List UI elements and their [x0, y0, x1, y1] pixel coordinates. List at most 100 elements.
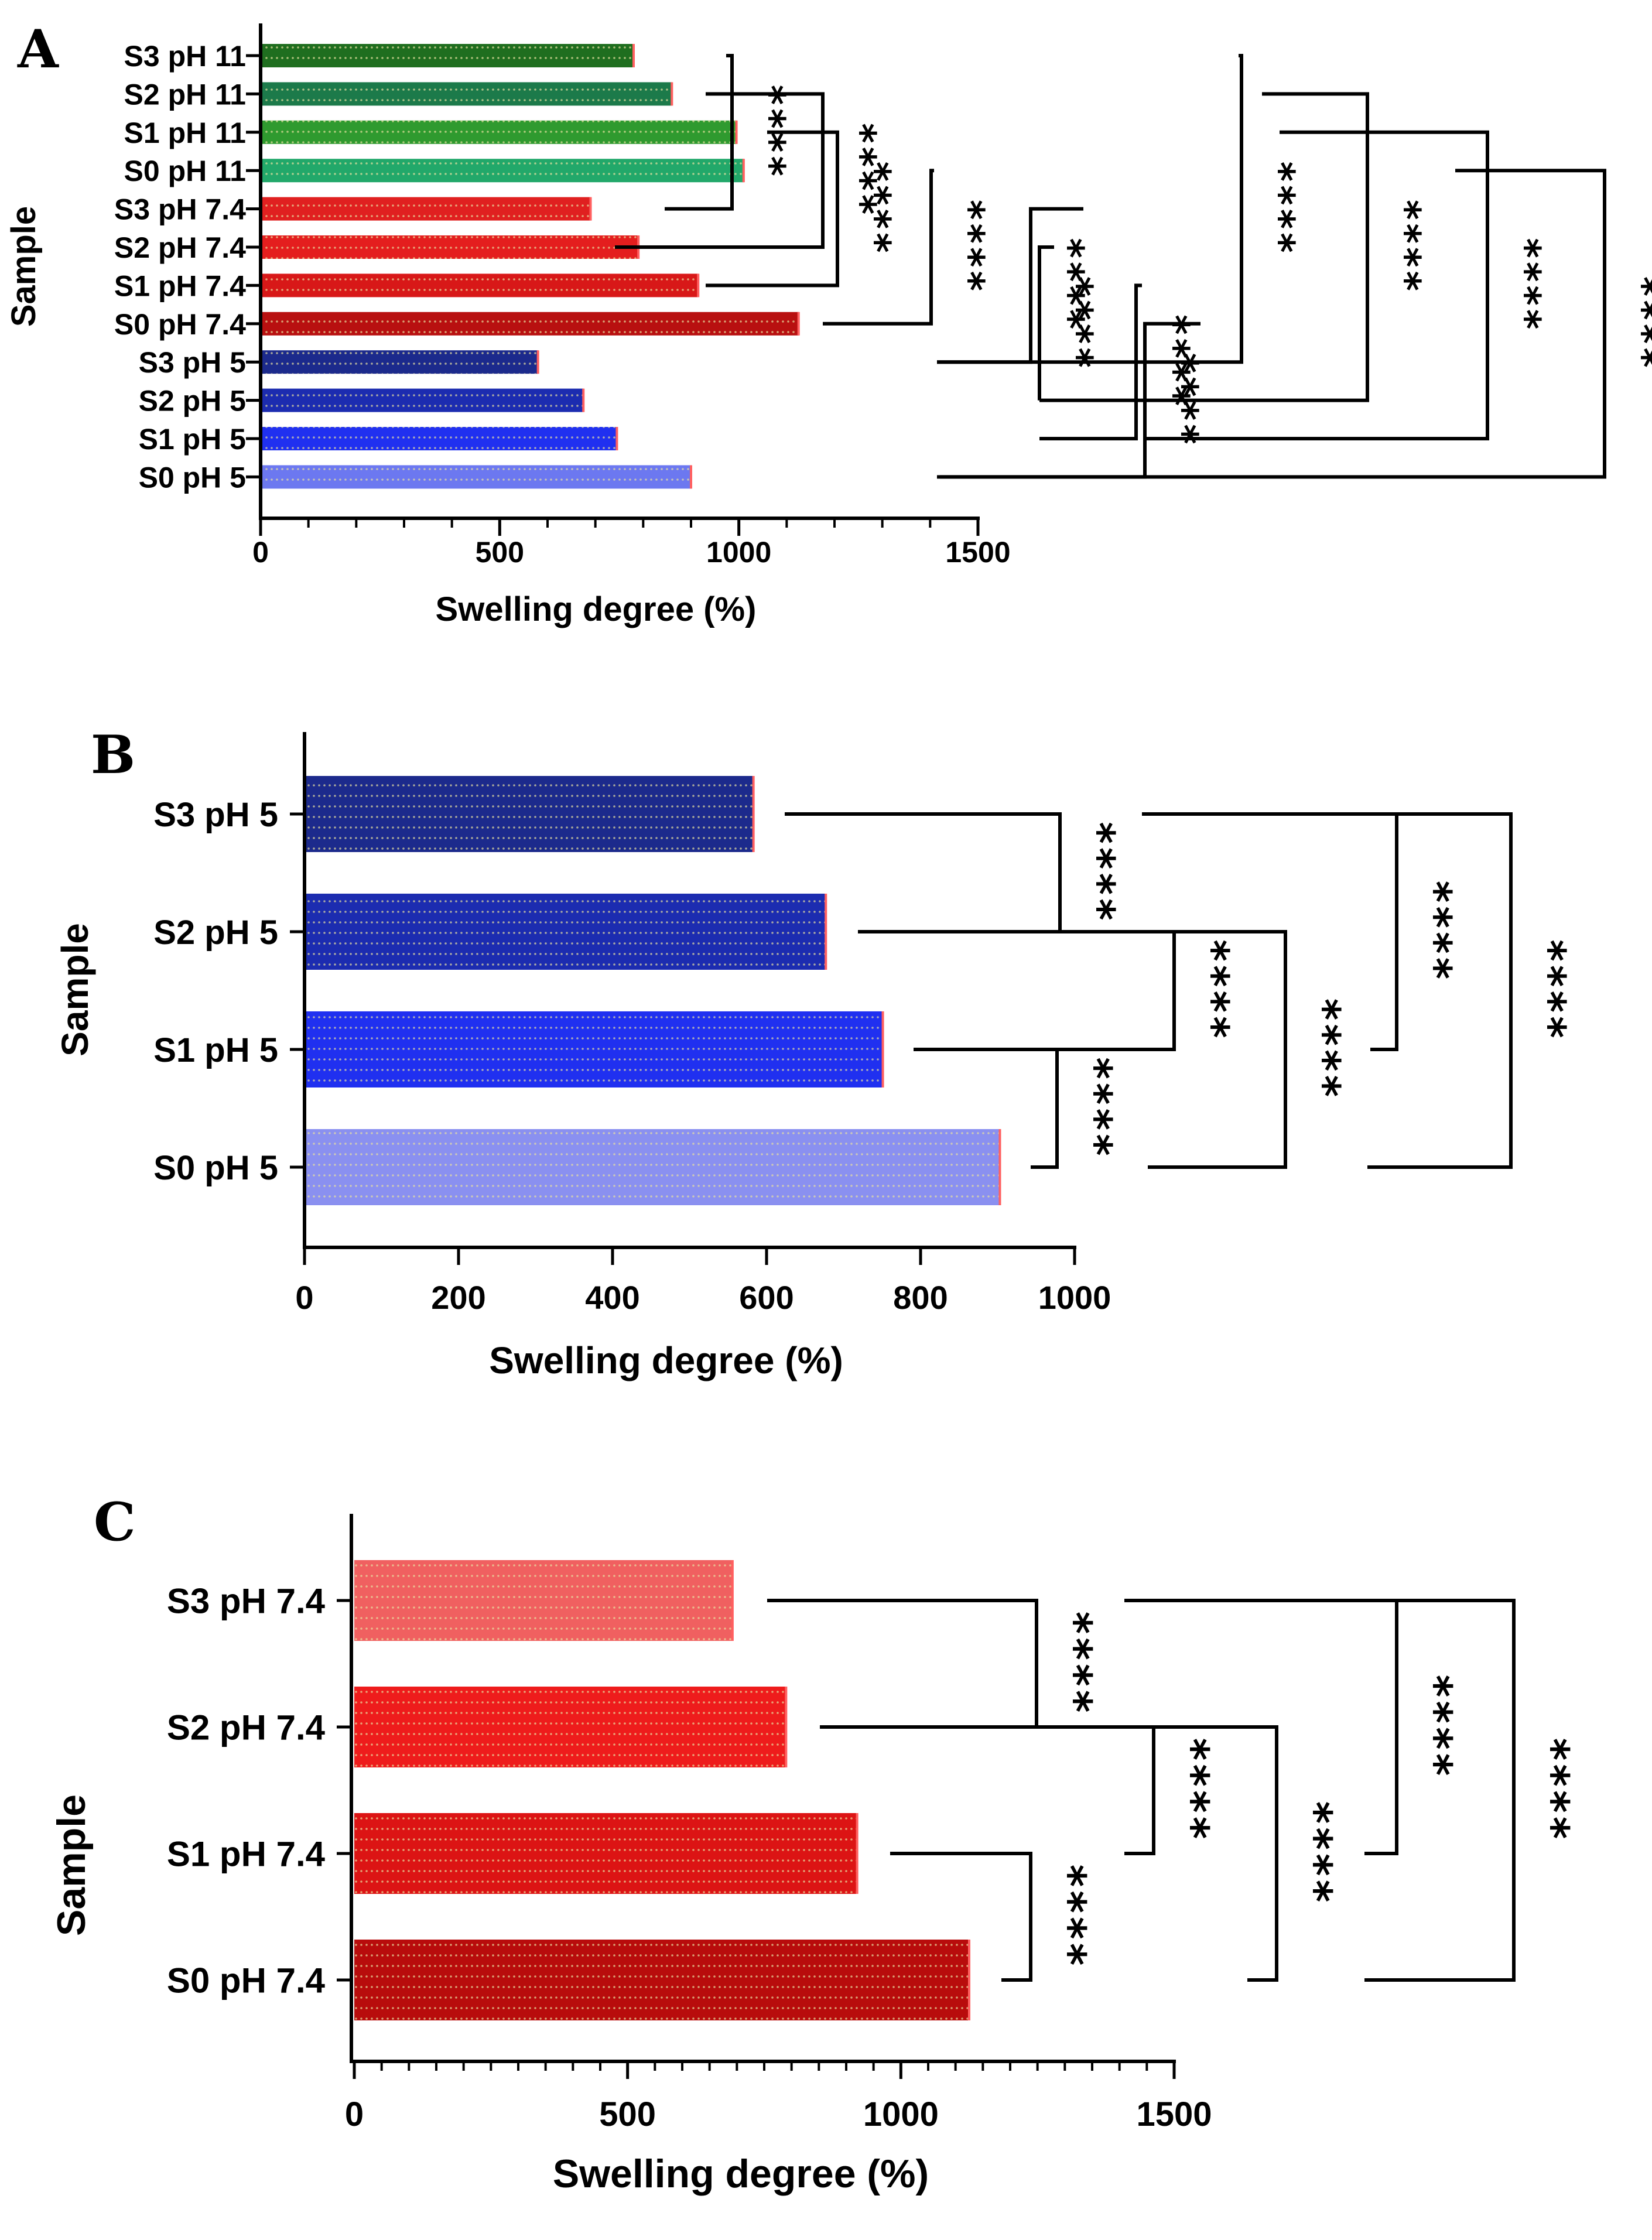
significance-bracket [1031, 930, 1287, 1169]
bar-texture [261, 197, 591, 221]
y-tick-label: S0 pH 7.4 [167, 1961, 326, 2000]
y-tick-label: S1 pH 11 [124, 117, 246, 149]
x-tick-label: 1000 [1038, 1279, 1111, 1316]
bar-texture [261, 312, 799, 336]
significance-bracket [1039, 92, 1369, 402]
significance-bracket [890, 1852, 1032, 1982]
bar-texture [305, 1011, 883, 1087]
significance-stars: **** [1300, 998, 1349, 1101]
bar-texture [305, 1129, 1000, 1205]
significance-stars: **** [1504, 238, 1549, 333]
y-tick-label: S3 pH 5 [139, 346, 246, 379]
y-tick-label: S3 pH 7.4 [167, 1582, 326, 1621]
y-tick-label: S2 pH 11 [124, 78, 246, 111]
x-tick-label: 200 [431, 1279, 485, 1316]
y-tick-label: S3 pH 7.4 [114, 193, 246, 226]
significance-bracket [1124, 1599, 1516, 1982]
bar-texture [261, 388, 584, 412]
significance-bracket [1142, 812, 1513, 1169]
x-tick-label: 1000 [706, 536, 771, 569]
panel-letter: B [91, 724, 135, 786]
x-tick-label: 800 [893, 1279, 948, 1316]
x-tick-label: 500 [599, 2095, 656, 2133]
significance-stars: **** [1189, 939, 1238, 1042]
x-tick-label: 500 [476, 536, 524, 569]
y-axis-title: Sample [54, 923, 96, 1056]
y-tick-label: S1 pH 5 [153, 1031, 278, 1069]
panel-c: C S3 pH 7.4 S2 pH 7.4 S1 pH 7.4 S0 pH 7.4 0 50… [49, 1491, 1578, 2196]
panel-b: B S3 pH 5 S2 pH 5 S1 pH 5 S0 pH 5 0 200 400 600 8… [54, 724, 1575, 1381]
bar-texture [261, 82, 672, 106]
significance-stars: **** [948, 200, 993, 295]
y-tick-label: S1 pH 7.4 [167, 1835, 326, 1874]
significance-stars: **** [1527, 1738, 1578, 1843]
bar-texture [261, 159, 744, 183]
significance-bracket [615, 92, 825, 249]
y-tick-label: S2 pH 7.4 [114, 231, 246, 264]
significance-stars: **** [1526, 939, 1575, 1042]
significance-stars: **** [854, 162, 899, 257]
y-tick-label: S2 pH 7.4 [167, 1708, 326, 1747]
significance-stars: **** [1072, 1057, 1121, 1160]
panel-a: A S3 pH 11 S2 pH 11 S1 pH 11 S0 pH 11 S3 pH 7… [5, 18, 1652, 628]
x-tick-label: 1000 [863, 2095, 939, 2133]
x-tick-label: 1500 [945, 536, 1010, 569]
significance-stars: **** [1050, 1612, 1100, 1716]
panel-letter: A [17, 18, 59, 80]
panel-letter: C [94, 1491, 136, 1553]
bar-texture [261, 235, 639, 259]
y-tick-label: S0 pH 11 [124, 155, 246, 187]
significance-stars: **** [1410, 1675, 1461, 1780]
significance-stars: **** [839, 123, 884, 218]
y-tick-label: S3 pH 11 [124, 40, 246, 73]
y-tick-label: S2 pH 5 [153, 914, 278, 952]
bar-texture [261, 120, 737, 144]
significance-stars: **** [1290, 1801, 1340, 1906]
significance-bracket [706, 130, 839, 288]
y-axis-title: Sample [5, 206, 43, 327]
significance-stars: **** [1044, 1865, 1095, 1969]
significance-bracket [1028, 930, 1176, 1051]
y-tick-label: S3 pH 5 [153, 796, 278, 834]
bar-texture [261, 273, 699, 297]
bar-texture [305, 894, 826, 970]
x-axis-title: Swelling degree (%) [553, 2152, 929, 2196]
x-tick-label: 0 [345, 2095, 364, 2133]
significance-stars: **** [1056, 276, 1101, 371]
significance-stars: **** [1411, 881, 1461, 983]
significance-bracket [767, 1599, 1038, 1729]
bar-texture [354, 1687, 786, 1767]
significance-stars: **** [1621, 276, 1652, 371]
bar-texture [261, 427, 617, 450]
x-tick-label: 600 [739, 1279, 793, 1316]
y-axis-title: Sample [49, 1794, 94, 1936]
significance-stars: **** [1047, 238, 1092, 333]
significance-stars: **** [1384, 200, 1429, 295]
bar-texture [261, 350, 538, 374]
bar-texture [261, 465, 691, 489]
significance-bracket [914, 1048, 1059, 1169]
significance-bracket [1038, 245, 1054, 401]
bar-texture [305, 776, 754, 852]
x-axis-title: Swelling degree (%) [489, 1339, 843, 1381]
significance-bracket [823, 169, 934, 326]
y-tick-label: S0 pH 7.4 [114, 308, 246, 341]
significance-bracket [937, 54, 1243, 364]
significance-stars: **** [1167, 1738, 1217, 1843]
x-tick-label: 0 [295, 1279, 313, 1316]
significance-bracket [785, 812, 1062, 933]
y-tick-label: S1 pH 5 [139, 423, 246, 456]
bar-texture [261, 44, 634, 67]
significance-bracket [1145, 130, 1489, 440]
y-tick-label: S0 pH 5 [139, 461, 246, 494]
significance-stars: **** [1258, 162, 1303, 257]
significance-bracket [1098, 1725, 1278, 1982]
bar-texture [354, 1813, 857, 1894]
significance-bracket [937, 169, 1606, 479]
significance-bracket [1001, 1725, 1155, 1855]
y-tick-label: S2 pH 5 [139, 385, 246, 418]
x-tick-label: 0 [252, 536, 269, 569]
y-tick-label: S1 pH 7.4 [114, 269, 246, 302]
significance-stars: **** [1075, 822, 1124, 924]
